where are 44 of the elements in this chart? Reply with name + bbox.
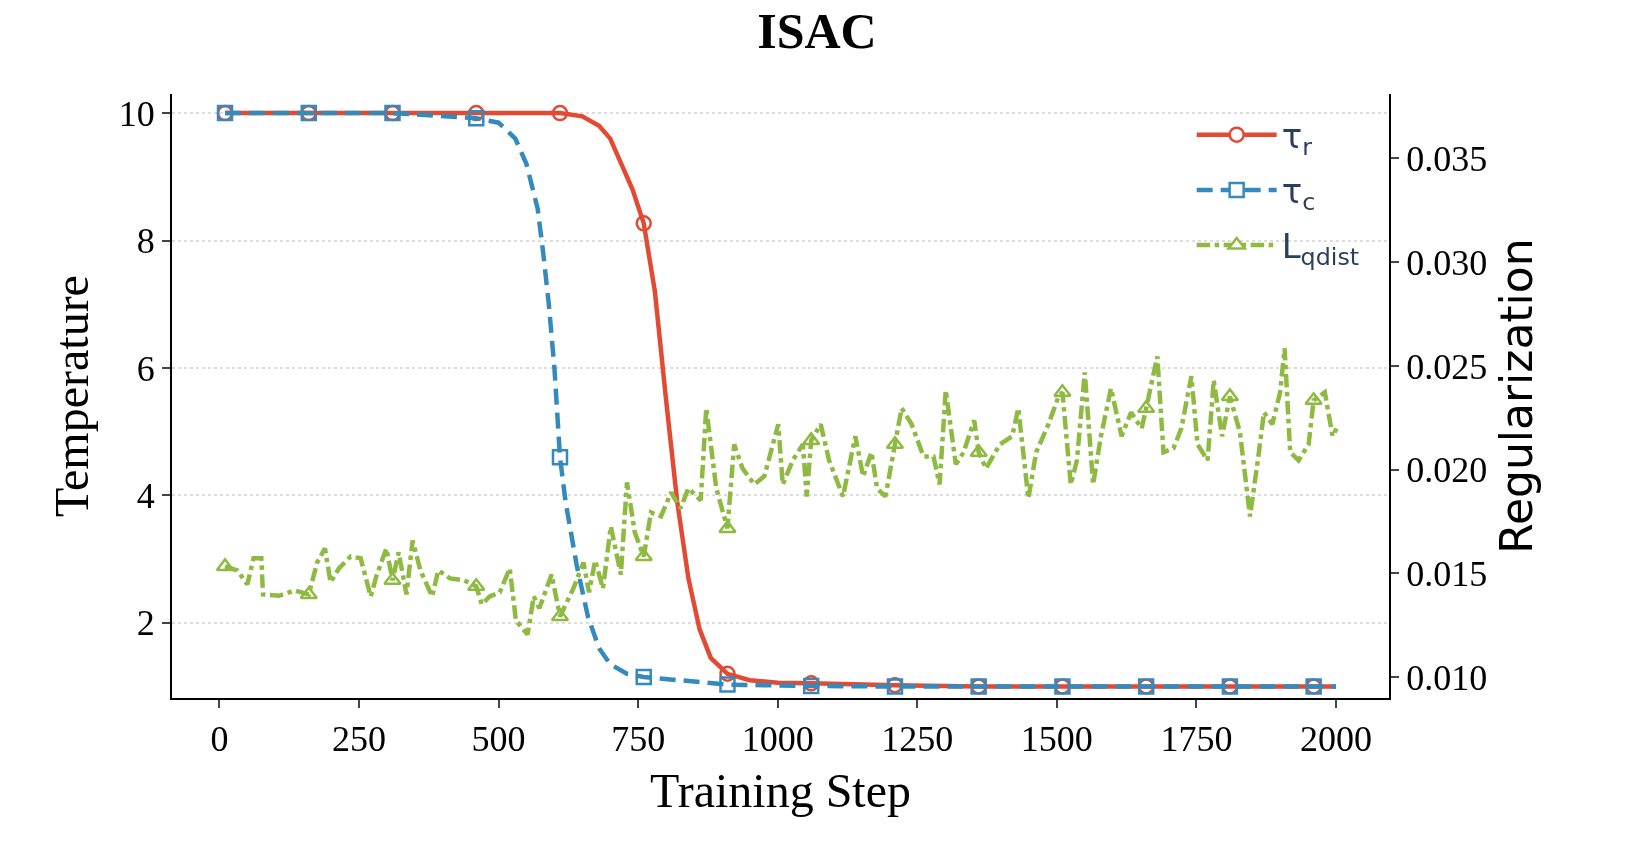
y-tick-label: 2 [136,603,155,644]
y-tick-label: 10 [118,93,155,134]
x-tick-label: 1000 [741,719,814,760]
x-tick-label: 1750 [1160,719,1233,760]
legend-label: L$_{qdist}$ [1281,226,1360,272]
x-tick-label: 1500 [1020,719,1093,760]
point [635,215,652,232]
point [885,436,905,450]
point [1304,392,1323,406]
y-tick-label: 6 [136,348,155,389]
y-tick-label: 8 [136,221,155,262]
y-tick-label: 4 [136,475,155,516]
point [550,608,570,622]
point [635,668,652,686]
y2-tick-label: 0.025 [1406,346,1488,387]
y2-axis-title: Regularization [1491,238,1542,554]
chart-title: ISAC [757,2,877,59]
point [801,432,821,446]
point [1220,388,1240,402]
y2-tick-label: 0.015 [1406,554,1488,595]
point [468,109,485,127]
point [466,578,486,592]
legend-label: τ$_{r}$ [1281,115,1313,162]
x-tick-label: 1250 [881,719,954,760]
point [634,548,654,562]
y2-tick-label: 0.010 [1406,657,1488,698]
point [719,676,736,693]
point [551,448,569,466]
y-axis-title: Temperature [45,275,98,517]
x-tick-label: 750 [611,719,666,760]
x-tick-label: 2000 [1299,719,1372,760]
y2-tick-label: 0.020 [1406,450,1488,491]
x-tick-label: 250 [332,719,387,760]
legend-label: τ$_{c}$ [1281,171,1316,217]
point [551,104,569,122]
point [383,572,402,586]
point [1053,384,1072,398]
x-tick-label: 0 [210,719,229,760]
x-tick-label: 500 [471,719,526,760]
y2-tick-label: 0.035 [1406,138,1488,179]
x-axis-title: Training Step [650,763,911,817]
y2-tick-label: 0.030 [1406,242,1488,283]
point [718,520,737,534]
point [299,586,319,600]
